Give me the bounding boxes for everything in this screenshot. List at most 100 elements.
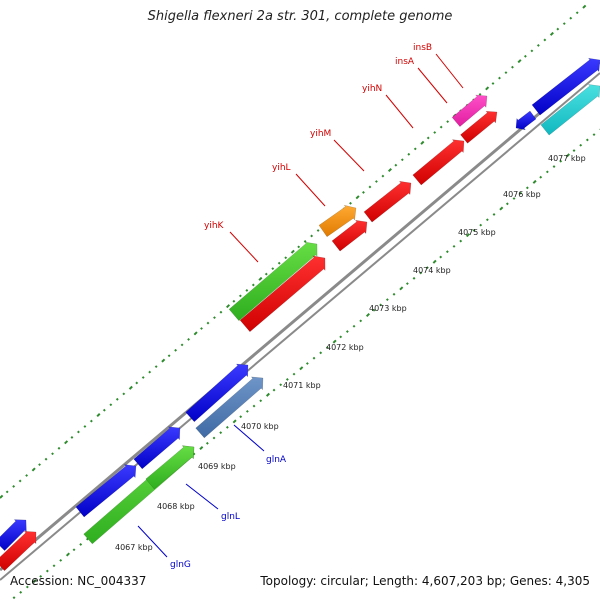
gene-label-insB[interactable]: insB <box>413 43 432 53</box>
lower-tick-mark <box>479 223 483 227</box>
upper-tick-mark <box>264 272 268 276</box>
lower-tick-mark <box>299 366 304 371</box>
upper-tick-mark <box>562 22 566 26</box>
gene-feature-green[interactable] <box>228 241 318 322</box>
upper-tick-mark <box>420 140 425 145</box>
upper-tick-mark <box>271 267 275 271</box>
upper-tick-mark <box>433 131 437 134</box>
gene-feature-blue[interactable] <box>133 426 181 470</box>
lower-tick-mark <box>232 419 237 424</box>
upper-tick-mark <box>193 331 198 336</box>
gene-feature-red[interactable] <box>0 531 37 572</box>
lower-tick-mark <box>199 446 204 451</box>
gene-feature-blue[interactable] <box>515 110 537 131</box>
lower-tick-mark <box>239 415 243 419</box>
lower-tick-mark <box>12 596 16 600</box>
upper-tick-mark <box>83 425 87 428</box>
lower-tick-mark <box>465 233 470 238</box>
gene-label-glnL[interactable]: glnL <box>221 512 240 522</box>
lower-tick-mark <box>25 585 29 589</box>
upper-tick-mark <box>290 249 295 254</box>
lower-tick-mark <box>512 197 516 200</box>
gene-label-yihN[interactable]: yihN <box>362 84 382 94</box>
kbp-tick-label: 4068 kbp <box>157 502 195 511</box>
lower-tick-mark <box>259 399 263 403</box>
gene-feature-cyan[interactable] <box>540 84 600 136</box>
gene-feature-blue[interactable] <box>75 464 137 518</box>
upper-tick-mark <box>161 358 166 363</box>
gene-feature-orange[interactable] <box>318 204 357 238</box>
gene-leader-line <box>295 173 326 207</box>
upper-tick-mark <box>439 125 443 129</box>
gene-label-yihK[interactable]: yihK <box>204 221 225 231</box>
upper-tick-mark <box>536 44 540 47</box>
upper-tick-mark <box>549 31 554 36</box>
gene-label-insA[interactable]: insA <box>395 57 415 67</box>
lower-tick-mark <box>292 372 296 376</box>
genome-title: Shigella flexneri 2a str. 301, complete … <box>147 9 453 24</box>
lower-tick-mark <box>499 206 504 211</box>
gene-feature-red[interactable] <box>331 219 368 252</box>
upper-tick-mark <box>57 446 61 450</box>
gene-label-yihM[interactable]: yihM <box>310 129 331 139</box>
gene-label-yihL[interactable]: yihL <box>272 163 291 173</box>
lower-tick-mark <box>219 431 223 435</box>
upper-tick-mark <box>368 185 372 189</box>
upper-tick-mark <box>167 354 171 358</box>
upper-tick-mark <box>219 310 223 314</box>
gene-label-glnG[interactable]: glnG <box>170 560 191 570</box>
gene-feature-red[interactable] <box>239 255 326 333</box>
kbp-tick-label: 4075 kbp <box>458 228 496 237</box>
gene-leader-line <box>385 94 414 129</box>
lower-tick-mark <box>65 552 70 557</box>
lower-tick-mark <box>399 286 404 291</box>
gene-feature-blue[interactable] <box>531 57 600 116</box>
upper-tick-mark <box>375 180 378 183</box>
kbp-tick-label: 4073 kbp <box>369 304 407 313</box>
gene-feature-red[interactable] <box>460 111 498 144</box>
upper-tick-mark <box>38 463 41 467</box>
upper-tick-mark <box>141 376 145 379</box>
upper-tick-mark <box>70 436 74 439</box>
lower-tick-mark <box>279 383 283 387</box>
upper-tick-mark <box>504 71 508 75</box>
gene-leader-line <box>417 67 448 104</box>
lower-tick-mark <box>505 202 509 206</box>
upper-tick-mark <box>491 82 495 85</box>
upper-tick-mark <box>109 403 113 407</box>
gene-label-glnA[interactable]: glnA <box>266 455 287 465</box>
upper-tick-mark <box>485 86 490 91</box>
upper-tick-mark <box>381 174 385 178</box>
lower-tick-mark <box>319 351 323 355</box>
backbone-line <box>0 60 600 572</box>
gene-leader-line <box>435 53 464 89</box>
upper-tick-mark <box>569 16 573 20</box>
lower-tick-mark <box>325 346 329 349</box>
gene-feature-blue[interactable] <box>0 519 27 551</box>
upper-tick-mark <box>0 494 4 499</box>
lower-tick-mark <box>439 255 443 259</box>
kbp-tick-label: 4072 kbp <box>326 343 364 352</box>
lower-tick-mark <box>372 308 376 312</box>
gene-feature-steelblue[interactable] <box>195 376 264 439</box>
gene-feature-red[interactable] <box>412 139 465 186</box>
upper-tick-mark <box>5 490 9 494</box>
lower-tick-mark <box>459 239 463 243</box>
gene-feature-magenta[interactable] <box>451 94 488 127</box>
lower-tick-mark <box>265 392 270 397</box>
upper-tick-mark <box>96 413 101 418</box>
upper-tick-mark <box>180 343 184 347</box>
lower-tick-mark <box>39 574 43 578</box>
lower-tick-mark <box>345 330 349 333</box>
upper-tick-mark <box>310 234 314 238</box>
lower-tick-mark <box>52 564 56 568</box>
upper-tick-mark <box>18 479 22 483</box>
upper-tick-mark <box>135 381 139 385</box>
upper-tick-mark <box>303 240 307 243</box>
gene-feature-blue[interactable] <box>185 363 249 423</box>
gene-feature-green[interactable] <box>145 445 195 490</box>
gene-feature-red[interactable] <box>363 180 412 223</box>
upper-tick-mark <box>148 370 152 374</box>
